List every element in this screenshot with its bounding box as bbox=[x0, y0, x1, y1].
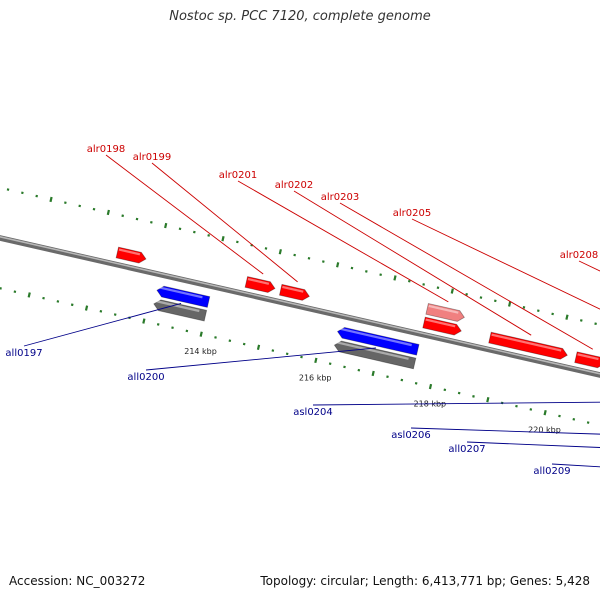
gene-arrow-body bbox=[336, 327, 420, 356]
gene-label-alr0199[interactable]: alr0199 bbox=[133, 152, 171, 163]
accession-text: Accession: NC_003272 bbox=[9, 574, 146, 588]
gene-arrow-reverse-cds-1[interactable] bbox=[153, 299, 208, 322]
scale-tick-major bbox=[49, 196, 53, 203]
gene-label-all0197[interactable]: all0197 bbox=[5, 348, 42, 359]
gene-arrow-body bbox=[333, 340, 417, 370]
gene-arrow-shine bbox=[577, 353, 599, 361]
gene-arrow-forward-cds-0[interactable] bbox=[115, 246, 147, 264]
gene-arrow-body bbox=[422, 316, 462, 336]
scale-tick-major bbox=[336, 262, 340, 268]
scale-tick-major bbox=[164, 222, 168, 229]
genome-backbone bbox=[0, 235, 600, 378]
gene-leader-line bbox=[466, 441, 600, 448]
gene-label-asl0206[interactable]: asl0206 bbox=[391, 430, 431, 441]
scale-label: 216 kbp bbox=[299, 373, 332, 382]
gene-arrow-shine bbox=[118, 248, 141, 256]
tick-layer bbox=[0, 188, 597, 424]
scale-tick-major bbox=[106, 209, 110, 216]
gene-arrow-shine bbox=[428, 304, 459, 314]
gene-leader-line bbox=[23, 303, 182, 347]
gene-arrow-body bbox=[244, 276, 276, 293]
gene-leader-line bbox=[339, 202, 594, 350]
gene-arrow-alr0199[interactable] bbox=[278, 283, 310, 301]
gene-label-all0200[interactable]: all0200 bbox=[127, 372, 164, 383]
scale-tick-major bbox=[450, 288, 454, 294]
gene-label-alr0203[interactable]: alr0203 bbox=[321, 192, 359, 203]
gene-arrow-all0197[interactable] bbox=[156, 285, 211, 308]
gene-leader-line bbox=[151, 162, 298, 283]
gene-arrow-body bbox=[425, 303, 465, 322]
gene-arrow-shine bbox=[247, 277, 270, 285]
scale-tick-major bbox=[142, 318, 146, 324]
gene-arrow-shine bbox=[158, 286, 203, 299]
gene-arrow-shine bbox=[338, 327, 412, 347]
gene-label-alr0198[interactable]: alr0198 bbox=[87, 144, 125, 155]
gene-arrow-shine bbox=[335, 341, 409, 360]
gene-leader-line bbox=[312, 401, 600, 406]
genome-summary-text: Topology: circular; Length: 6,413,771 bp… bbox=[260, 574, 590, 588]
gene-arrow-body bbox=[488, 331, 568, 360]
gene-arrow-reverse-cds-3[interactable] bbox=[333, 340, 417, 370]
gene-arrow-body bbox=[153, 299, 208, 322]
scale-tick-major bbox=[371, 370, 375, 377]
scale-tick-major bbox=[278, 249, 282, 255]
scale-tick-major bbox=[393, 275, 397, 281]
gene-arrow-body bbox=[156, 285, 211, 308]
gene-layer bbox=[115, 246, 600, 370]
scale-label: 214 kbp bbox=[184, 347, 217, 356]
gene-arrow-body bbox=[115, 246, 147, 264]
scale-label: 220 kbp bbox=[528, 426, 561, 435]
gene-arrow-body bbox=[278, 283, 310, 301]
gene-label-all0209[interactable]: all0209 bbox=[533, 466, 570, 477]
gene-arrow-alr0198[interactable] bbox=[244, 276, 276, 294]
backbone-layer bbox=[0, 235, 600, 378]
scale-tick-major bbox=[543, 410, 547, 416]
gene-leader-line bbox=[411, 218, 600, 310]
gene-label-alr0201[interactable]: alr0201 bbox=[219, 170, 257, 181]
gene-leader-line bbox=[237, 180, 449, 303]
gene-leader-line bbox=[145, 347, 377, 371]
gene-arrow-all0200[interactable] bbox=[336, 326, 420, 356]
scale-tick-major bbox=[486, 396, 490, 403]
gene-label-all0207[interactable]: all0207 bbox=[448, 444, 485, 455]
gene-arrow-body bbox=[574, 351, 600, 369]
gene-arrow-alr0203[interactable] bbox=[574, 351, 600, 369]
gene-arrow-forward-cds-4[interactable] bbox=[422, 316, 463, 336]
gene-leader-line bbox=[410, 427, 600, 435]
gene-leader-line bbox=[105, 154, 264, 275]
genome-title: Nostoc sp. PCC 7120, complete genome bbox=[169, 9, 431, 24]
gene-arrow-shine bbox=[282, 285, 304, 293]
gene-label-alr0208[interactable]: alr0208 bbox=[560, 250, 598, 261]
gene-label-alr0202[interactable]: alr0202 bbox=[275, 180, 313, 191]
scale-tick-major bbox=[27, 292, 31, 298]
gene-arrow-alr0202[interactable] bbox=[488, 331, 569, 360]
scale-tick-major bbox=[199, 331, 203, 337]
gene-arrow-shine bbox=[425, 318, 456, 328]
gene-leader-line bbox=[293, 190, 532, 336]
scale-tick-major bbox=[565, 314, 569, 320]
gene-label-alr0205[interactable]: alr0205 bbox=[393, 208, 431, 219]
gene-arrow-shine bbox=[155, 299, 200, 313]
scale-tick-major bbox=[256, 344, 261, 350]
gene-arrow-alr0201[interactable] bbox=[425, 303, 466, 322]
gene-arrow-shine bbox=[491, 333, 562, 352]
gene-label-asl0204[interactable]: asl0204 bbox=[293, 407, 333, 418]
scale-tick-major bbox=[508, 301, 512, 307]
scale-tick-major bbox=[84, 305, 89, 311]
scale-tick-major bbox=[221, 235, 225, 242]
genome-backbone-highlight bbox=[0, 236, 600, 375]
scale-tick-major bbox=[428, 383, 433, 390]
scale-tick-major bbox=[314, 357, 318, 364]
